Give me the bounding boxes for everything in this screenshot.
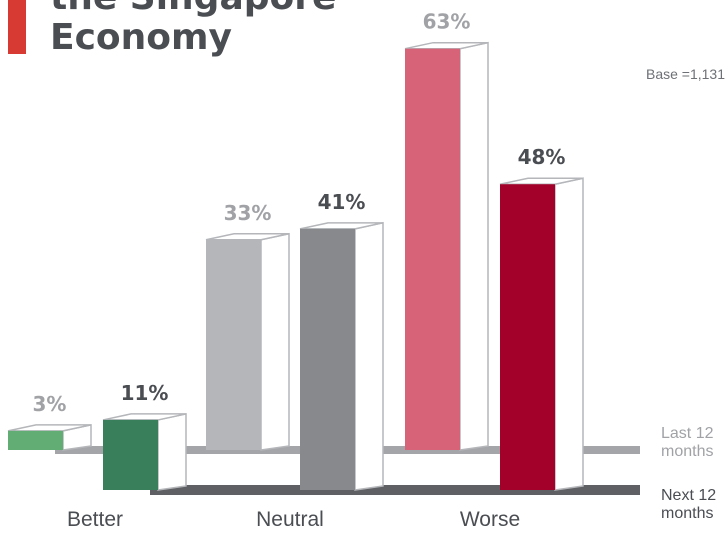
bar-better-series-0 [8,430,63,450]
legend-series-1-line-2: months [661,505,713,522]
bar-worse-series-0 [405,48,460,450]
data-label-neutral-series-0: 33% [224,201,272,225]
chart-title-line-2: Economy [50,17,233,58]
bar-worse-series-1-side [554,177,584,491]
bar-neutral-series-0-side [260,232,290,451]
legend-series-0-line-1: Last 12 [661,425,714,442]
bar-better-series-1-side [157,413,187,491]
bar-neutral-series-0 [206,239,261,450]
base-note: Base =1,131 [645,66,725,82]
chart-title-line-1: the Singapore [50,0,336,16]
data-label-neutral-series-1: 41% [318,190,366,214]
bar-neutral-series-1-side [354,221,384,491]
data-label-better-series-0: 3% [33,392,67,416]
category-label-worse: Worse [460,508,520,531]
legend-series-1-line-1: Next 12 [661,487,716,504]
data-label-better-series-1: 11% [121,381,169,405]
data-label-worse-series-1: 48% [518,145,566,169]
bar-worse-series-0-side [459,41,489,451]
legend-series-0-line-2: months [661,443,713,460]
bar-neutral-series-1 [300,228,355,490]
data-label-worse-series-0: 63% [423,10,471,34]
bar-worse-series-1 [500,184,555,491]
title-accent-bar [8,0,26,54]
category-label-better: Better [67,508,123,531]
category-label-neutral: Neutral [256,508,324,531]
bar-better-series-1 [103,419,158,490]
